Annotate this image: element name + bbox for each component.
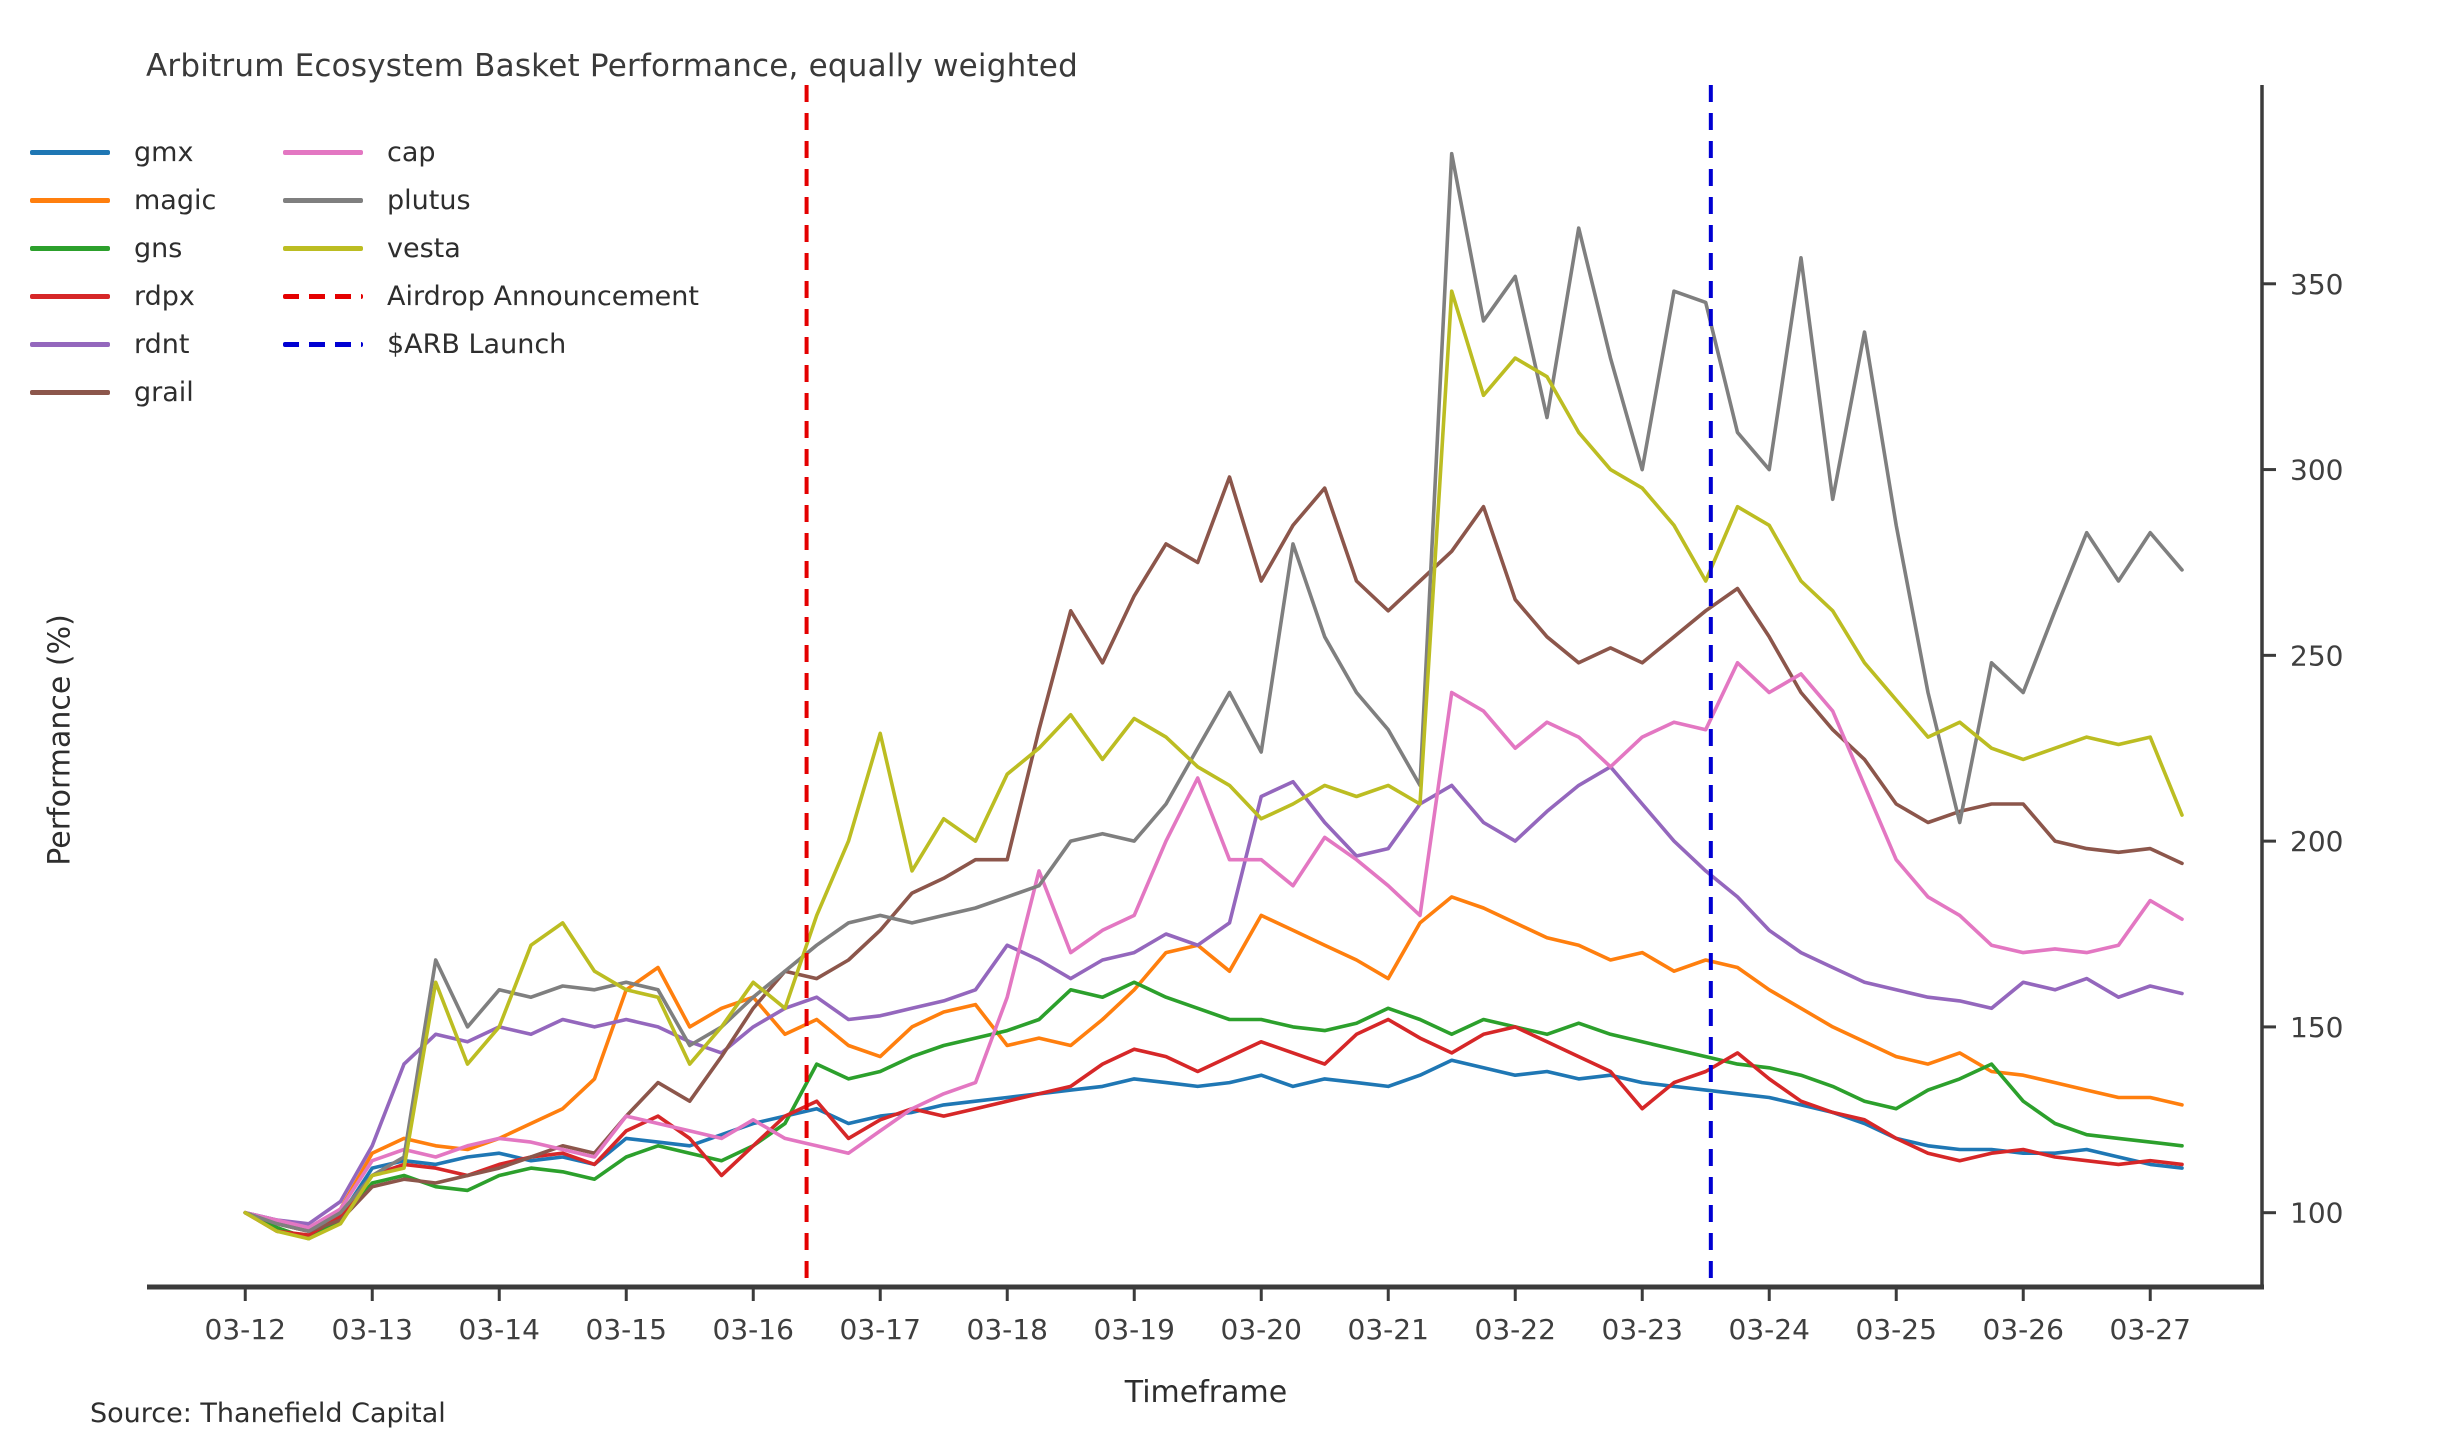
- legend-swatch: [30, 293, 110, 299]
- x-tick-label: 03-22: [1475, 1313, 1556, 1346]
- legend-label: Airdrop Announcement: [387, 280, 699, 312]
- x-tick-label: 03-13: [332, 1313, 413, 1346]
- legend-label: grail: [134, 376, 194, 408]
- legend-swatch: [283, 149, 363, 155]
- y-tick-label: 350: [2290, 268, 2343, 301]
- legend-item-rdpx: rdpx: [30, 276, 195, 316]
- y-tick-label: 100: [2290, 1197, 2343, 1230]
- y-tick-label: 250: [2290, 639, 2343, 672]
- legend-label: rdnt: [134, 328, 190, 360]
- x-tick-label: 03-25: [1856, 1313, 1937, 1346]
- series-line-magic: [243, 895, 2184, 1234]
- legend-label: vesta: [387, 232, 461, 264]
- legend-item-grail: grail: [30, 372, 194, 412]
- x-tick-label: 03-15: [586, 1313, 667, 1346]
- x-tick-label: 03-19: [1094, 1313, 1175, 1346]
- series-line-gns: [243, 980, 2184, 1241]
- legend-swatch: [30, 341, 110, 347]
- legend-swatch: [30, 389, 110, 395]
- legend-item-gmx: gmx: [30, 132, 193, 172]
- x-tick-label: 03-24: [1729, 1313, 1810, 1346]
- legend-label: rdpx: [134, 280, 195, 312]
- x-tick-label: 03-14: [459, 1313, 540, 1346]
- legend-swatch: [283, 245, 363, 251]
- series-line-rdpx: [243, 1017, 2184, 1237]
- legend-label: gns: [134, 232, 183, 264]
- legend-swatch: [283, 293, 363, 299]
- legend-item-cap: cap: [283, 132, 436, 172]
- y-tick-label: 200: [2290, 825, 2343, 858]
- x-tick-label: 03-12: [205, 1313, 286, 1346]
- x-axis-title: Timeframe: [1124, 1375, 1288, 1410]
- x-tick-label: 03-20: [1221, 1313, 1302, 1346]
- y-axis-title: Performance (%): [42, 614, 78, 866]
- legend-item-rdnt: rdnt: [30, 324, 189, 364]
- legend-swatch: [30, 197, 110, 203]
- legend-item-magic: magic: [30, 180, 216, 220]
- series-line-plutus: [243, 151, 2184, 1234]
- legend-label: plutus: [387, 184, 471, 216]
- x-tick-label: 03-26: [1983, 1313, 2064, 1346]
- legend-item-gns: gns: [30, 228, 182, 268]
- legend-item-vesta: vesta: [283, 228, 461, 268]
- legend-swatch: [30, 149, 110, 155]
- chart-title: Arbitrum Ecosystem Basket Performance, e…: [146, 48, 1078, 84]
- series-line-vesta: [243, 289, 2184, 1241]
- series-line-rdnt: [243, 764, 2184, 1226]
- legend-swatch: [283, 341, 363, 347]
- x-tick-label: 03-23: [1602, 1313, 1683, 1346]
- legend-label: magic: [134, 184, 217, 216]
- x-tick-label: 03-21: [1348, 1313, 1429, 1346]
- y-tick-label: 300: [2290, 454, 2343, 487]
- legend-label: $ARB Launch: [387, 328, 567, 360]
- x-tick-label: 03-27: [2110, 1313, 2191, 1346]
- legend-label: cap: [387, 136, 436, 168]
- x-tick-label: 03-16: [713, 1313, 794, 1346]
- legend-item-$arb-launch: $ARB Launch: [283, 324, 566, 364]
- legend-item-plutus: plutus: [283, 180, 471, 220]
- legend-item-airdrop-announcement: Airdrop Announcement: [283, 276, 699, 316]
- x-tick-label: 03-17: [840, 1313, 921, 1346]
- y-tick-label: 150: [2290, 1011, 2343, 1044]
- legend-label: gmx: [134, 136, 194, 168]
- series-line-cap: [243, 660, 2184, 1230]
- x-tick-label: 03-18: [967, 1313, 1048, 1346]
- source-note: Source: Thanefield Capital: [90, 1398, 446, 1429]
- series-line-gmx: [243, 1058, 2184, 1230]
- series-line-grail: [243, 475, 2184, 1234]
- legend-swatch: [30, 245, 110, 251]
- legend-swatch: [283, 197, 363, 203]
